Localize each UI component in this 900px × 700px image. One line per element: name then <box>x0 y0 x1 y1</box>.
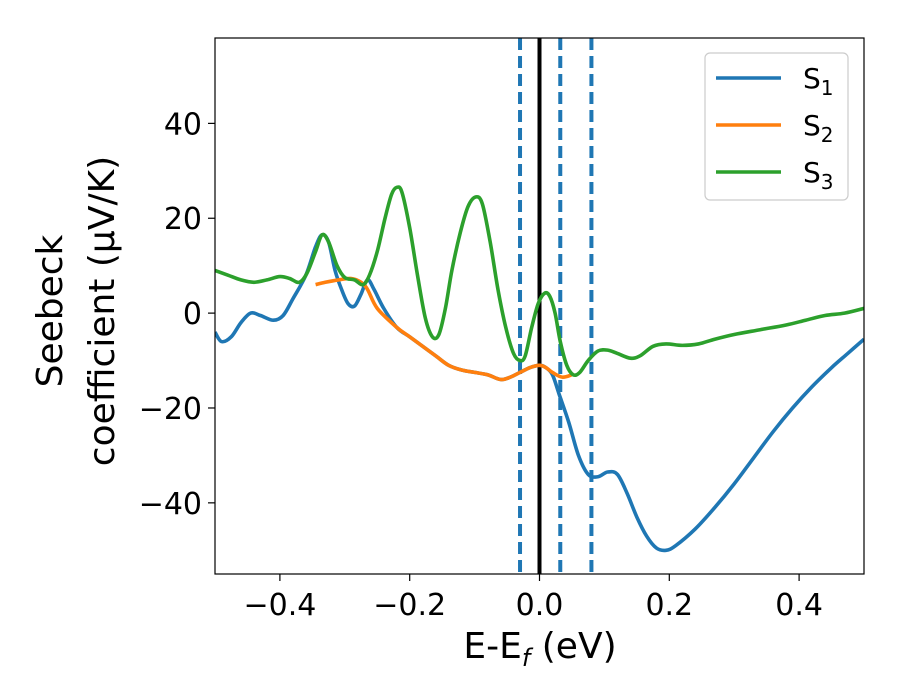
series-line-2 <box>315 276 573 382</box>
legend-label-2: S2 <box>803 109 834 147</box>
y-tick-label-1: −20 <box>139 392 202 427</box>
y-axis-label: Seebeck coefficient (μV/K) <box>30 156 123 466</box>
y-axis-label-line1: Seebeck <box>30 234 71 387</box>
x-tick-label-0: −0.4 <box>243 588 316 623</box>
legend-label-3: S3 <box>803 156 834 194</box>
x-tick-label-3: 0.2 <box>645 588 693 623</box>
x-axis-label-text: E-Ef (eV) <box>463 626 616 672</box>
y-tick-label-2: 0 <box>183 297 202 332</box>
y-axis-label-line2: coefficient (μV/K) <box>82 156 123 466</box>
x-tick-label-4: 0.4 <box>775 588 823 623</box>
x-tick-label-2: 0.0 <box>516 588 564 623</box>
legend-label-1: S1 <box>803 62 834 100</box>
y-tick-label-3: 20 <box>164 202 202 237</box>
y-tick-label-0: −40 <box>139 487 202 522</box>
x-tick-label-1: −0.2 <box>373 588 446 623</box>
x-axis-label: E-Ef (eV) <box>463 626 616 672</box>
series-line-3 <box>215 185 864 378</box>
y-tick-label-4: 40 <box>164 107 202 142</box>
x-axis-label-unit: (eV) <box>530 626 616 667</box>
x-axis-label-main: E-E <box>463 626 521 667</box>
plot-area: −0.4 −0.2 0.0 0.2 0.4 −40 −20 0 20 40 S1 S2 S3 <box>139 37 865 623</box>
